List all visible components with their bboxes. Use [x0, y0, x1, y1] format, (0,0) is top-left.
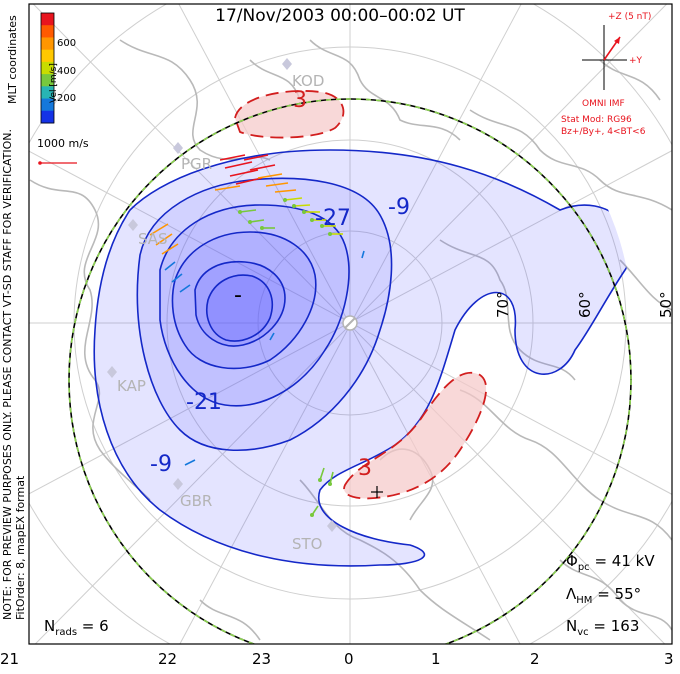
- hm-boundary-latitude: ΛHM = 55°: [566, 585, 642, 606]
- extrema-markers: [371, 486, 383, 498]
- colorbar-swatch: [41, 110, 54, 124]
- map-title: 17/Nov/2003 00:00–00:02 UT: [215, 6, 465, 26]
- colorbar-swatch: [41, 74, 54, 87]
- site-label-kod: KOD: [292, 72, 325, 90]
- imf-condition: Bz+/By+, 4<BT<6: [561, 127, 646, 137]
- contour-label-neg-9-right: -9: [388, 195, 410, 220]
- colorbar-tick-200: 200: [57, 93, 77, 104]
- latitude-label-60: 60°: [576, 291, 594, 318]
- latitude-label-70: 70°: [494, 291, 512, 318]
- contour-label-neg-27: -27: [315, 206, 351, 231]
- imf-z-label: +Z (5 nT): [608, 12, 652, 22]
- colorbar-swatch: [41, 25, 54, 38]
- plot-frame: [28, 3, 673, 645]
- reference-vector-arrow: [38, 161, 77, 165]
- cross-polar-potential: Φpc = 41 kV: [566, 552, 655, 573]
- site-label-sas: SAS: [138, 230, 168, 248]
- colorbar-swatch: [41, 98, 54, 112]
- mlt-tick-23: 23: [252, 650, 272, 668]
- site-label-gbr: GBR: [180, 492, 213, 510]
- positive-cells: [234, 90, 487, 500]
- colorbar-swatch: [41, 61, 54, 75]
- velocity-vectors: [149, 154, 365, 517]
- preview-note: NOTE: FOR PREVIEW PURPOSES ONLY. PLEASE …: [1, 129, 27, 620]
- imf-source: OMNI IMF: [582, 99, 625, 109]
- mlt-tick-3: 3: [664, 650, 674, 668]
- imf-clock: [582, 25, 627, 90]
- potential-minimum-marker: -: [234, 283, 242, 308]
- contour-label-pos-3-top: 3: [293, 88, 307, 113]
- colorbar-tick-600: 600: [57, 38, 77, 49]
- mlt-tick-22: 22: [158, 650, 178, 668]
- contour-label-neg-9-bottom: -9: [150, 452, 172, 477]
- radar-count: Nrads = 6: [44, 617, 109, 638]
- stat-model: Stat Mod: RG96: [561, 115, 632, 125]
- mlt-tick-21: 21: [0, 650, 20, 668]
- potential-regions: [93, 149, 632, 567]
- site-label-sto: STO: [292, 535, 323, 553]
- colorbar-swatch: [41, 13, 54, 26]
- coordinate-system-label: MLT coordinates: [6, 15, 19, 104]
- contour-label-pos-3-bottom: 3: [358, 456, 372, 481]
- site-label-pgr: PGR: [181, 155, 213, 173]
- reference-vector-label: 1000 m/s: [37, 137, 89, 150]
- radar-sites: [107, 58, 337, 532]
- colorbar-swatch: [41, 37, 54, 51]
- mlt-tick-2: 2: [530, 650, 540, 668]
- velocity-colorbar: [40, 12, 55, 124]
- imf-y-label: +Y: [629, 56, 643, 66]
- pole-marker: [342, 315, 358, 331]
- note-line-2: FitOrder: 8, mapEX format: [14, 475, 27, 620]
- mlt-tick-1: 1: [431, 650, 441, 668]
- contour-label-neg-21: -21: [186, 390, 222, 415]
- site-label-kap: KAP: [117, 377, 146, 395]
- note-line-1: NOTE: FOR PREVIEW PURPOSES ONLY. PLEASE …: [1, 128, 14, 620]
- vector-count: Nvc = 163: [566, 617, 640, 638]
- colorbar-tick-400: 400: [57, 66, 77, 77]
- latitude-label-50: 50°: [657, 291, 675, 318]
- colorbar-swatch: [41, 49, 54, 63]
- mlt-tick-0: 0: [344, 650, 354, 668]
- colorbar-swatch: [41, 86, 54, 100]
